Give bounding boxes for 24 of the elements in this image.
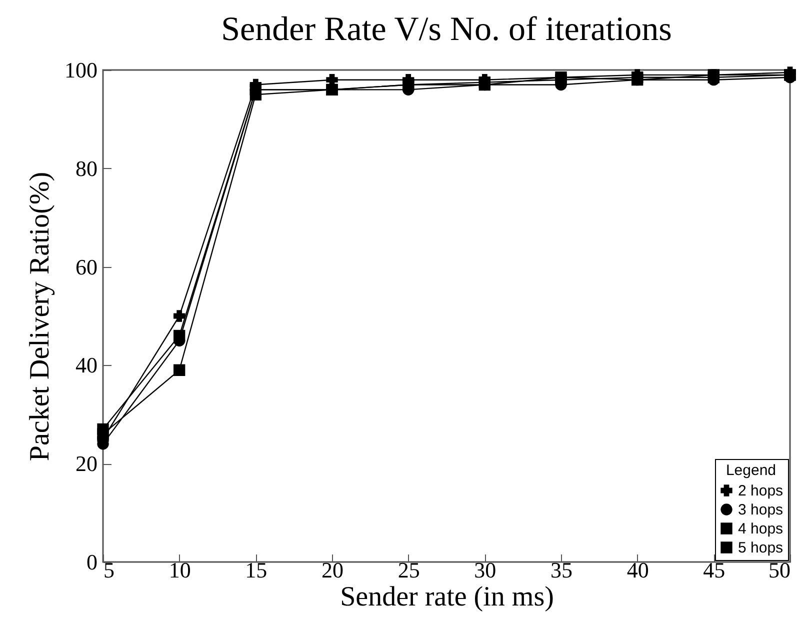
- x-tick-label: 20: [322, 558, 344, 582]
- legend-label: 2 hops: [738, 482, 784, 500]
- x-tick-label: 25: [398, 558, 420, 582]
- legend-label: 5 hops: [738, 540, 784, 556]
- x-tick-label: 10: [168, 558, 191, 582]
- y-tick-label: 40: [76, 352, 98, 378]
- chart-title: Sender Rate V/s No. of iterations: [221, 11, 672, 48]
- legend-label: 4 hops: [738, 520, 784, 538]
- y-tick-label: 0: [86, 550, 98, 574]
- y-tick-label: 20: [76, 451, 98, 476]
- y-tick-label: 80: [76, 156, 98, 181]
- legend-title: Legend: [726, 462, 776, 479]
- y-tick-label: 60: [76, 254, 98, 280]
- y-axis-title: Packet Delivery Ratio(%): [24, 172, 56, 462]
- x-tick-label: 30: [474, 558, 496, 582]
- x-tick-label: 45: [703, 558, 726, 582]
- legend-label: 3 hops: [738, 502, 784, 518]
- x-tick-label: 5: [104, 558, 114, 582]
- x-tick-label: 15: [245, 558, 268, 582]
- x-tick-label: 35: [550, 558, 572, 582]
- x-tick-label: 50: [768, 558, 790, 582]
- x-tick-label: 40: [626, 558, 649, 582]
- y-tick-label: 100: [64, 58, 98, 82]
- x-axis-title: Sender rate (in ms): [340, 582, 554, 612]
